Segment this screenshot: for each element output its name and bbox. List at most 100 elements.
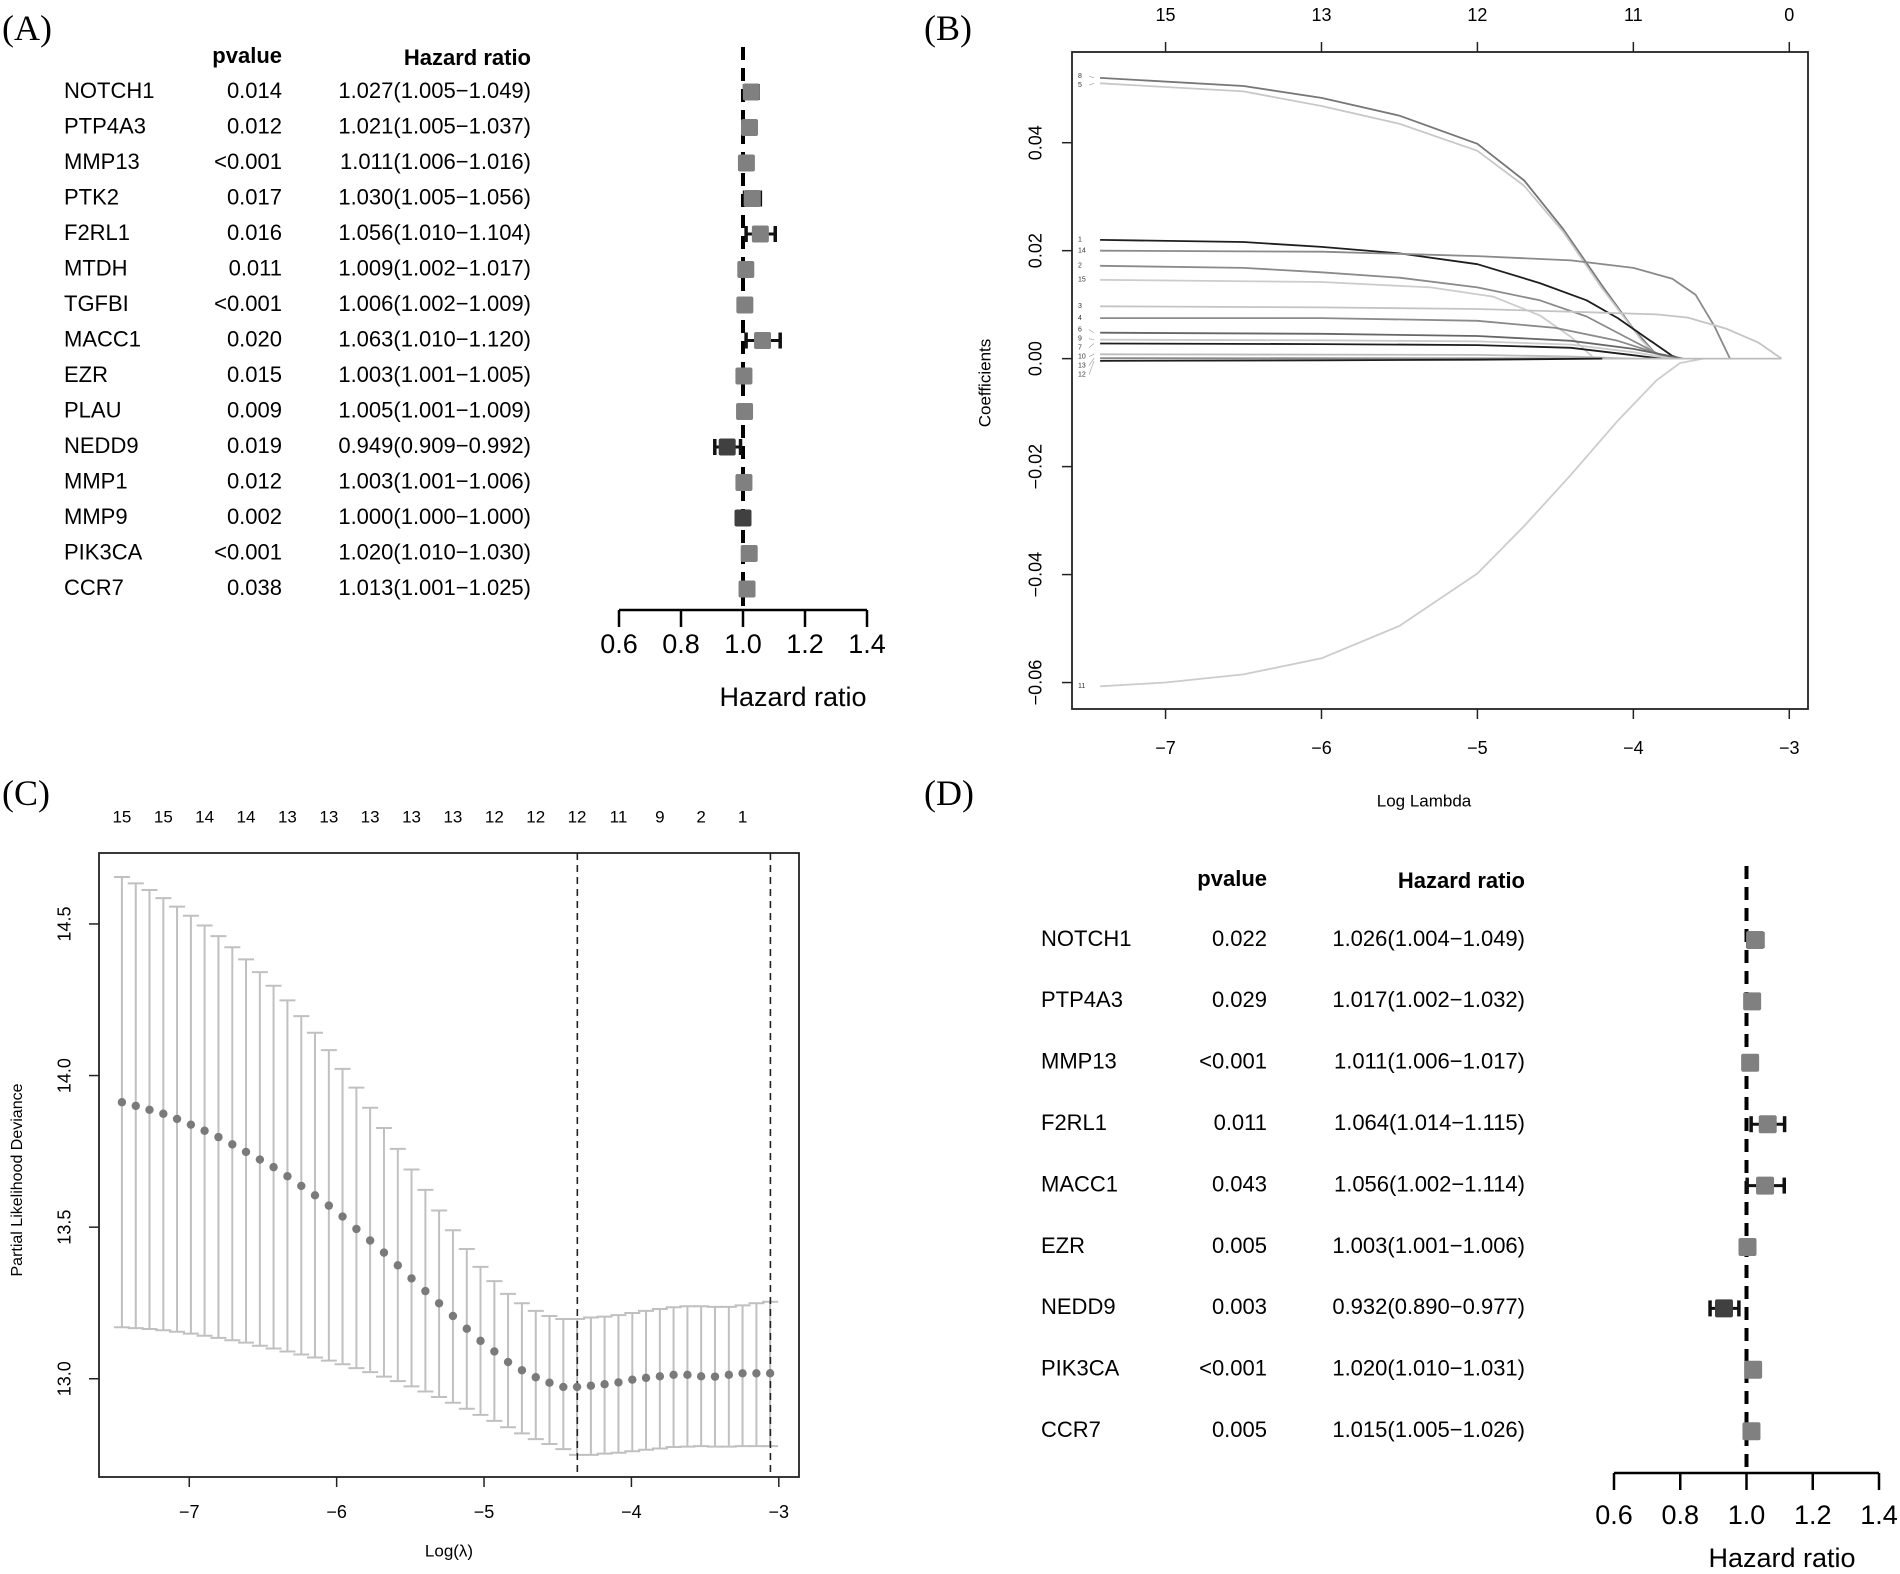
gene-name: NOTCH1 — [1041, 926, 1131, 951]
gene-name: EZR — [64, 362, 108, 387]
coefficient-path — [1100, 342, 1662, 360]
pvalue: <0.001 — [214, 539, 282, 564]
gene-name: PIK3CA — [64, 539, 143, 564]
path-label-leader — [1088, 75, 1095, 79]
coefficient-path — [1100, 338, 1673, 360]
x-tick-label: −6 — [326, 1502, 347, 1522]
x-tick-label: 1.4 — [1860, 1500, 1898, 1530]
coefficient-path — [1100, 239, 1681, 360]
deviance-point — [655, 1372, 665, 1381]
deviance-point — [200, 1126, 209, 1135]
forest-plot-a: pvalue Hazard ratio NOTCH1 0.014 1.027(1.005… — [64, 43, 886, 712]
hazard-ratio-ci: 1.009(1.002−1.017) — [338, 255, 531, 280]
gene-name: F2RL1 — [1041, 1110, 1107, 1135]
x-axis-title: Hazard ratio — [719, 682, 866, 712]
hazard-ratio-ci: 1.021(1.005−1.037) — [338, 113, 531, 138]
coefficient-path — [1100, 357, 1704, 688]
header-pvalue: pvalue — [212, 43, 282, 68]
y-tick-label: 14.0 — [55, 1058, 75, 1093]
hazard-ratio-box — [1742, 1422, 1761, 1441]
path-label-leader — [1088, 83, 1095, 86]
x-tick-label: −3 — [769, 1502, 790, 1522]
pvalue: 0.029 — [1212, 987, 1267, 1012]
coefficient-path — [1100, 357, 1606, 362]
hazard-ratio-box — [741, 119, 759, 136]
top-count-label: 13 — [402, 807, 421, 826]
path-label: 9 — [1078, 336, 1082, 343]
table-row: PTK2 0.017 1.030(1.005−1.056) — [64, 184, 763, 209]
deviance-point — [531, 1373, 540, 1382]
x-tick-label: −5 — [474, 1502, 495, 1522]
path-label-leader — [1088, 357, 1095, 366]
table-row: NOTCH1 0.022 1.026(1.004−1.049) — [1041, 926, 1765, 951]
pvalue: 0.019 — [227, 433, 282, 458]
path-label: 15 — [1078, 277, 1086, 284]
gene-name: NEDD9 — [64, 433, 139, 458]
hazard-ratio-ci: 1.027(1.005−1.049) — [338, 78, 531, 103]
hazard-ratio-box — [736, 296, 754, 314]
top-count-label: 12 — [485, 807, 504, 826]
table-row: MMP13 <0.001 1.011(1.006−1.016) — [64, 149, 755, 174]
deviance-point — [407, 1274, 416, 1283]
path-label: 6 — [1078, 327, 1082, 334]
hazard-ratio-box — [743, 190, 761, 207]
pvalue: 0.012 — [227, 468, 282, 493]
hazard-ratio-box — [742, 83, 760, 101]
pvalue: 0.005 — [1212, 1417, 1267, 1442]
hazard-ratio-ci: 1.000(1.000−1.000) — [338, 504, 531, 529]
pvalue: 0.038 — [227, 575, 282, 600]
table-row: EZR 0.005 1.003(1.001−1.006) — [1041, 1233, 1757, 1258]
hazard-ratio-box — [1743, 992, 1762, 1011]
header-pvalue: pvalue — [1197, 866, 1267, 891]
gene-name: TGFBI — [64, 291, 129, 316]
pvalue: 0.014 — [227, 78, 282, 103]
table-row: PIK3CA <0.001 1.020(1.010−1.031) — [1041, 1356, 1763, 1381]
pvalue: 0.016 — [227, 220, 282, 245]
top-count-label: 12 — [526, 807, 545, 826]
deviance-point — [600, 1380, 609, 1389]
deviance-point — [683, 1370, 692, 1380]
deviance-point — [379, 1248, 389, 1257]
hazard-ratio-ci: 1.003(1.001−1.006) — [1332, 1233, 1525, 1258]
pvalue: 0.011 — [229, 255, 282, 280]
deviance-point — [421, 1286, 430, 1296]
hazard-ratio-box — [737, 261, 755, 278]
hazard-ratio-box — [738, 580, 756, 598]
hazard-ratio-ci: 1.013(1.001−1.025) — [338, 575, 531, 600]
x-tick-label: 1.0 — [724, 629, 762, 659]
plot-frame — [98, 852, 800, 1478]
gene-name: MMP9 — [64, 504, 128, 529]
hazard-ratio-box — [736, 403, 754, 420]
hazard-ratio-ci: 1.020(1.010−1.031) — [1332, 1356, 1525, 1381]
y-tick-label: −0.02 — [1026, 444, 1046, 490]
pvalue: 0.020 — [227, 326, 282, 351]
x-tick-label: −6 — [1311, 738, 1332, 758]
gene-name: PTP4A3 — [1041, 987, 1123, 1012]
y-tick-label: 13.0 — [55, 1361, 75, 1396]
y-tick-label: 0.04 — [1026, 125, 1046, 160]
table-row: PTP4A3 0.029 1.017(1.002−1.032) — [1041, 987, 1762, 1012]
pvalue: 0.043 — [1212, 1171, 1267, 1196]
hazard-ratio-ci: 1.003(1.001−1.005) — [338, 362, 531, 387]
table-row: CCR7 0.038 1.013(1.001−1.025) — [64, 575, 756, 600]
pvalue: 0.005 — [1212, 1233, 1267, 1258]
hazard-ratio-ci: 1.026(1.004−1.049) — [1332, 926, 1525, 951]
x-tick-label: 1.2 — [1794, 1500, 1832, 1530]
deviance-point — [696, 1372, 706, 1381]
panel-label-c: (C) — [2, 773, 50, 813]
hazard-ratio-box — [1738, 1238, 1757, 1256]
coefficient-path — [1100, 278, 1596, 360]
panel-label-b: (B) — [924, 8, 972, 48]
path-label-leader — [1088, 360, 1095, 375]
table-row: NOTCH1 0.014 1.027(1.005−1.049) — [64, 78, 760, 103]
x-tick-label: −7 — [179, 1502, 200, 1522]
table-row: F2RL1 0.011 1.064(1.014−1.115) — [1041, 1110, 1787, 1135]
top-count-label: 2 — [696, 807, 705, 826]
x-axis-title: Hazard ratio — [1708, 1543, 1855, 1573]
table-row: NEDD9 0.019 0.949(0.909−0.992) — [64, 433, 743, 458]
x-tick-label: −3 — [1779, 738, 1800, 758]
gene-name: PTK2 — [64, 184, 119, 209]
table-row: F2RL1 0.016 1.056(1.010−1.104) — [64, 220, 777, 245]
gene-name: PLAU — [64, 397, 121, 422]
